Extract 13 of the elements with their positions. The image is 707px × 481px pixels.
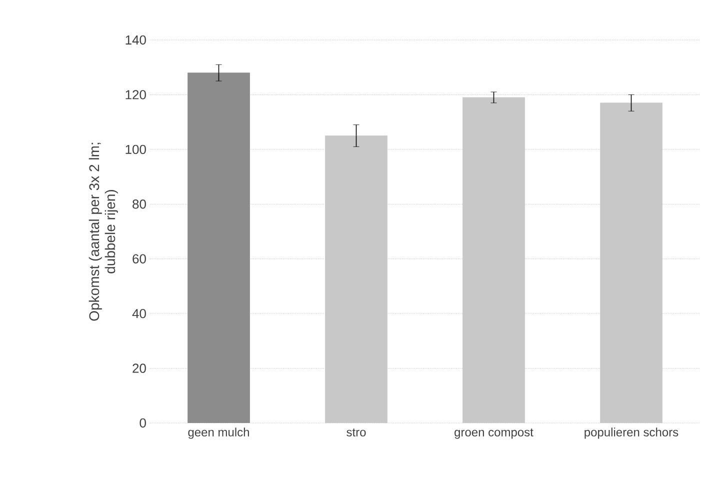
- y-tick-label: 40: [132, 308, 146, 318]
- y-tick-label: 0: [140, 418, 146, 428]
- x-tick-label: stro: [346, 428, 366, 436]
- x-tick-label: groen compost: [454, 428, 534, 439]
- x-tick-label: populieren schors: [584, 428, 678, 439]
- y-tick-label: 80: [132, 200, 146, 209]
- y-axis-title: Opkomst (aantal per 3x 2 lm; dubbele rijen): [88, 142, 118, 321]
- y-tick-label: 20: [132, 364, 146, 373]
- x-tick-label: geen mulch: [188, 428, 249, 439]
- y-tick-label: 100: [126, 144, 146, 154]
- y-tick-label: 60: [132, 254, 146, 264]
- y-tick-label: 140: [126, 35, 146, 45]
- y-tick-label: 120: [126, 90, 146, 100]
